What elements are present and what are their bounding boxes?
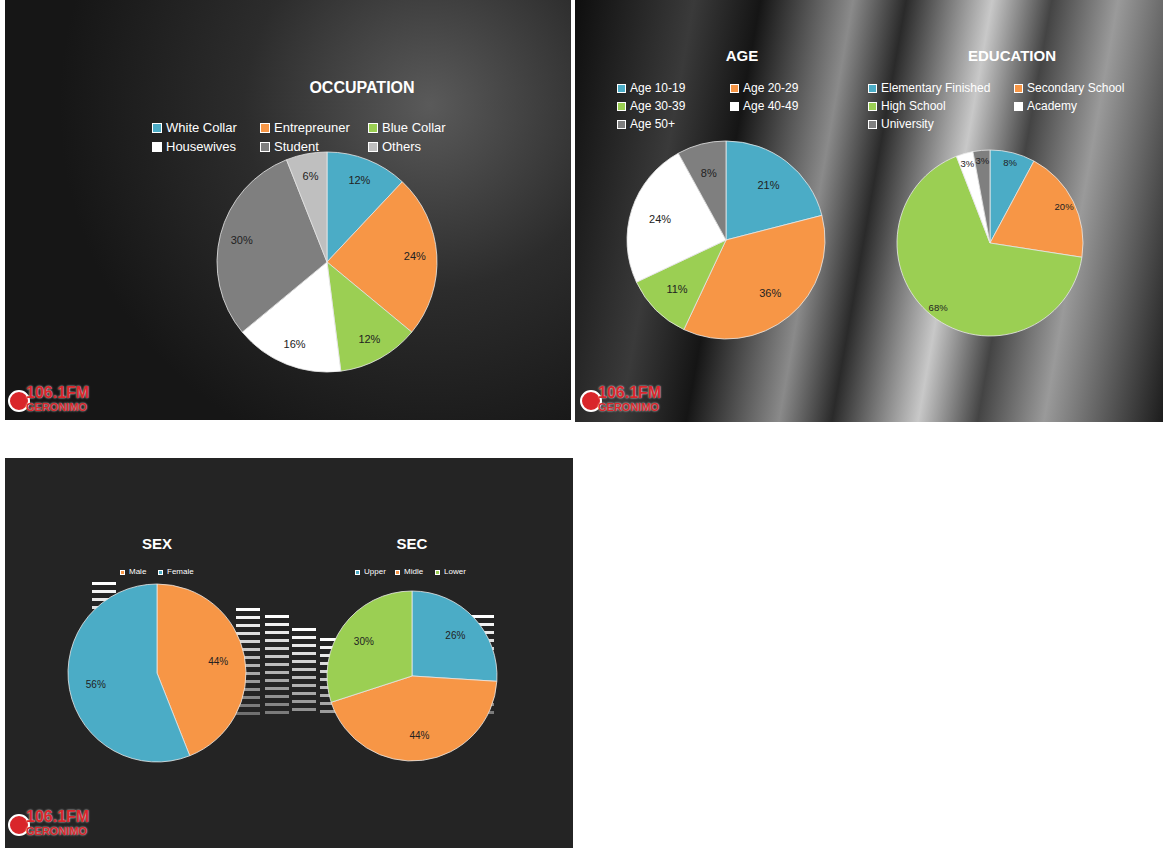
html-text:University: University xyxy=(881,117,934,131)
html-text:OCCUPATION: OCCUPATION xyxy=(309,79,415,96)
svg-text:8%: 8% xyxy=(701,167,717,179)
html-text:Age 10-19: Age 10-19 xyxy=(630,81,686,95)
html-text:Housewives: Housewives xyxy=(166,139,237,154)
svg-text:44%: 44% xyxy=(409,730,429,741)
svg-text:30%: 30% xyxy=(354,636,374,647)
svg-text:20%: 20% xyxy=(1055,201,1075,212)
html-text:White Collar: White Collar xyxy=(166,120,237,135)
html-text:SEX: SEX xyxy=(142,534,172,552)
html-text:106.1FM: 106.1FM xyxy=(26,384,90,401)
html-text:Age 40-49: Age 40-49 xyxy=(743,99,799,113)
svg-text:36%: 36% xyxy=(759,287,781,299)
html-text:Elementary Finished: Elementary Finished xyxy=(881,81,991,95)
html-text:Female: Female xyxy=(167,567,194,576)
html-text:GERONIMO: GERONIMO xyxy=(598,401,660,413)
svg-text:12%: 12% xyxy=(348,174,370,186)
html-text:Age 50+: Age 50+ xyxy=(630,117,675,131)
html-text:Entrepreuner: Entrepreuner xyxy=(274,120,350,135)
html-text:106.1FM: 106.1FM xyxy=(598,384,662,401)
html-text:Age 20-29: Age 20-29 xyxy=(743,81,799,95)
svg-text:26%: 26% xyxy=(445,630,465,641)
html-text:Upper: Upper xyxy=(364,567,386,576)
html-text:EDUCATION: EDUCATION xyxy=(968,46,1056,64)
svg-text:6%: 6% xyxy=(303,170,319,182)
svg-text:8%: 8% xyxy=(1003,157,1017,168)
html-text:Student: Student xyxy=(274,139,319,154)
html-text:Others: Others xyxy=(382,139,421,154)
svg-text:44%: 44% xyxy=(208,656,228,667)
svg-text:12%: 12% xyxy=(358,333,380,345)
html-text:Secondary School: Secondary School xyxy=(1027,81,1125,95)
html-text:Male: Male xyxy=(129,567,147,576)
svg-text:21%: 21% xyxy=(757,179,779,191)
svg-text:56%: 56% xyxy=(86,679,106,690)
html-text:AGE: AGE xyxy=(725,46,759,64)
svg-text:3%: 3% xyxy=(960,158,974,169)
svg-text:68%: 68% xyxy=(929,302,949,313)
svg-text:3%: 3% xyxy=(975,155,989,166)
html-text:Age 30-39: Age 30-39 xyxy=(630,99,686,113)
html-text:SEC: SEC xyxy=(396,534,428,552)
html-text:GERONIMO: GERONIMO xyxy=(26,825,88,837)
svg-text:16%: 16% xyxy=(284,338,306,350)
svg-text:24%: 24% xyxy=(404,250,426,262)
html-text:Blue Collar: Blue Collar xyxy=(382,120,446,135)
html-text:GERONIMO: GERONIMO xyxy=(26,401,88,413)
html-text:High School: High School xyxy=(881,99,946,113)
svg-text:24%: 24% xyxy=(649,213,671,225)
svg-text:30%: 30% xyxy=(231,234,253,246)
html-text:Academy: Academy xyxy=(1027,99,1077,113)
html-text:106.1FM: 106.1FM xyxy=(26,808,90,825)
html-text:Lower: Lower xyxy=(444,567,466,576)
svg-text:11%: 11% xyxy=(666,283,687,295)
html-text:Midle: Midle xyxy=(404,567,424,576)
